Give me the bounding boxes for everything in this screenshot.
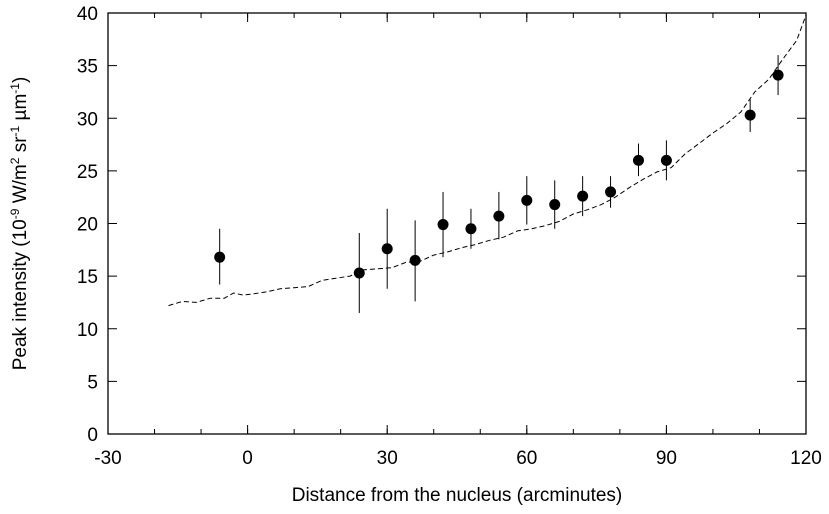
data-point — [465, 223, 477, 235]
data-point — [214, 251, 226, 263]
axis-ticks — [107, 12, 807, 435]
x-tick-label: 90 — [656, 448, 677, 469]
data-point — [660, 154, 672, 166]
y-tick-label: 40 — [77, 4, 98, 25]
y-tick-label: 0 — [87, 425, 98, 446]
data-points — [214, 55, 784, 313]
y-tick-label: 30 — [77, 109, 98, 130]
x-axis-title: Distance from the nucleus (arcminutes) — [292, 485, 623, 506]
y-axis-title-superscript: -9 — [8, 208, 22, 219]
data-point — [521, 194, 533, 206]
y-axis-title-part: W/m — [10, 164, 31, 208]
x-tick-label: 60 — [516, 448, 537, 469]
data-point — [493, 210, 505, 222]
y-axis-title-superscript: 2 — [8, 157, 22, 164]
data-point — [381, 243, 393, 255]
y-axis-title-part: µm — [10, 94, 31, 126]
y-axis-title-superscript: -1 — [8, 125, 22, 136]
data-point — [744, 109, 756, 121]
y-tick-label: 10 — [77, 320, 98, 341]
data-point — [577, 190, 589, 202]
data-point — [437, 219, 449, 231]
plot-frame — [107, 12, 807, 435]
data-point — [353, 267, 365, 279]
x-tick-label: 30 — [377, 448, 398, 469]
y-tick-label: 5 — [87, 372, 98, 393]
y-axis-title-part: sr — [10, 136, 31, 158]
data-point — [409, 254, 421, 266]
y-axis-title-superscript: -1 — [8, 83, 22, 94]
y-tick-label: 15 — [77, 267, 98, 288]
y-axis-title-part: Peak intensity (10 — [10, 219, 31, 370]
dashed-series-line — [168, 14, 807, 307]
x-tick-label: 0 — [242, 448, 253, 469]
data-point — [772, 69, 784, 81]
x-tick-label: 120 — [790, 448, 822, 469]
y-axis-title-part: ) — [10, 77, 31, 83]
data-point — [605, 186, 617, 198]
y-tick-label: 25 — [77, 162, 98, 183]
dashed-curve — [168, 14, 807, 307]
data-point — [549, 199, 561, 211]
x-tick-label: -30 — [94, 448, 121, 469]
y-tick-label: 20 — [77, 215, 98, 236]
y-axis-title: Peak intensity (10-9 W/m2 sr-1 µm-1) — [8, 77, 31, 371]
data-point — [632, 154, 644, 166]
y-tick-label: 35 — [77, 57, 98, 78]
